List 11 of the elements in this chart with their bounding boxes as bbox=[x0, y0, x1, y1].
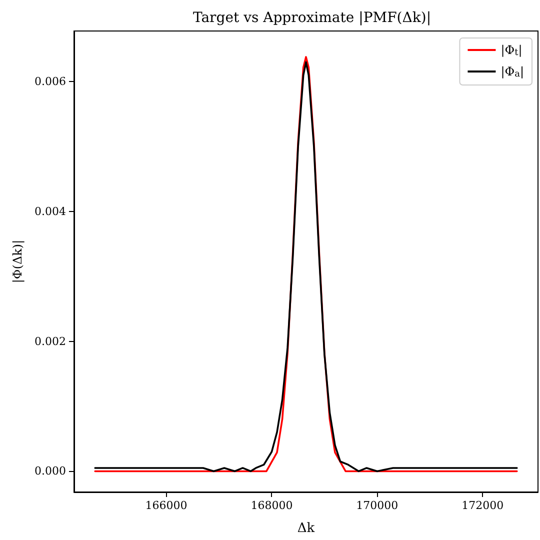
x-tick-label: 168000 bbox=[250, 499, 293, 512]
y-tick-label: 0.006 bbox=[34, 75, 66, 88]
x-tick-label: 166000 bbox=[145, 499, 188, 512]
y-axis-title: |Φ(Δk)| bbox=[10, 240, 25, 284]
y-tick-label: 0.002 bbox=[34, 334, 66, 348]
x-tick-label: 172000 bbox=[462, 499, 504, 512]
x-tick-label: 170000 bbox=[356, 499, 398, 512]
y-tick-label: 0.000 bbox=[34, 464, 66, 478]
x-axis-title: Δk bbox=[297, 521, 315, 536]
y-tick-label: 0.004 bbox=[34, 205, 66, 218]
chart-title: Target vs Approximate |PMF(Δk)| bbox=[192, 10, 432, 26]
